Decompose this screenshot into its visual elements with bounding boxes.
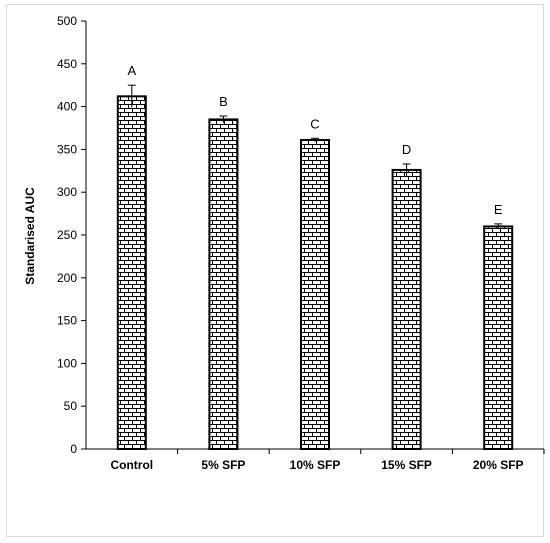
x-tick-label: Control — [110, 458, 153, 472]
y-tick-label: 350 — [57, 142, 77, 156]
data-label: C — [310, 116, 319, 131]
bar — [300, 138, 330, 450]
x-tick-label: 5% SFP — [201, 458, 245, 472]
y-axis-title: Standarised AUC — [23, 187, 37, 285]
x-tick-label: 15% SFP — [381, 458, 432, 472]
y-tick-label: 500 — [57, 14, 77, 28]
x-axis: Control 5% SFP 10% SFP 15% SFP 20% SFP — [86, 448, 545, 472]
y-tick-label: 400 — [57, 100, 77, 114]
data-label: E — [494, 202, 503, 217]
x-tick-label: 20% SFP — [473, 458, 524, 472]
y-tick-label: 450 — [57, 57, 77, 71]
data-label: D — [402, 142, 411, 157]
y-tick-label: 200 — [57, 271, 77, 285]
bar — [208, 118, 239, 450]
x-tick-label: 10% SFP — [290, 458, 341, 472]
y-tick-label: 0 — [70, 442, 77, 456]
y-axis: 0 50 100 150 200 250 300 350 400 450 500 — [57, 14, 87, 456]
y-tick-label: 300 — [57, 185, 77, 199]
data-label: A — [127, 63, 136, 78]
bar — [391, 168, 422, 450]
data-label: B — [219, 94, 228, 109]
bars: A B C D E — [116, 63, 514, 450]
chart-frame — [6, 4, 544, 537]
y-tick-label: 50 — [64, 399, 78, 413]
y-tick-label: 250 — [57, 228, 77, 242]
bar — [116, 95, 147, 450]
bar — [483, 225, 514, 450]
y-tick-label: 100 — [57, 356, 77, 370]
y-tick-label: 150 — [57, 314, 77, 328]
